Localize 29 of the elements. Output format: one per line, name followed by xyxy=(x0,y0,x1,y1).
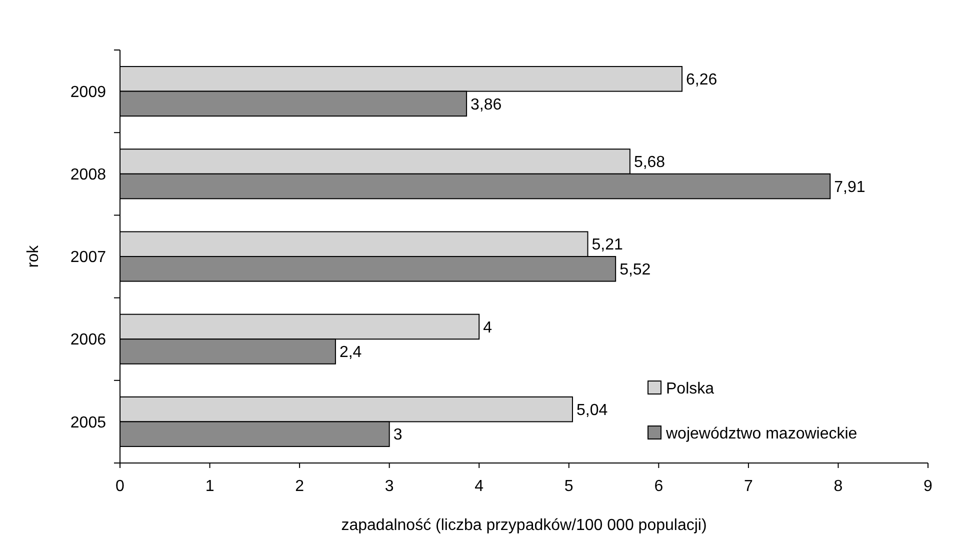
y-axis-title: rok xyxy=(25,244,42,268)
x-tick-label: 5 xyxy=(564,478,574,495)
x-tick-label: 7 xyxy=(744,478,753,495)
data-label: 3 xyxy=(393,426,402,444)
x-tick-label: 2 xyxy=(295,478,304,495)
x-tick-label: 3 xyxy=(384,478,394,495)
data-label: 4 xyxy=(483,319,492,336)
x-tick-label: 6 xyxy=(654,478,664,495)
x-tick-label: 0 xyxy=(116,478,125,495)
legend-label: Polska xyxy=(666,380,714,398)
legend-label: województwo mazowieckie xyxy=(665,426,858,443)
x-tick-label: 9 xyxy=(924,478,933,495)
y-tick-label: 2008 xyxy=(70,166,106,184)
y-tick-label: 2007 xyxy=(70,249,106,266)
data-label: 5,21 xyxy=(592,236,623,254)
data-label: 2,4 xyxy=(339,344,362,362)
data-label: 3,86 xyxy=(470,96,502,114)
y-tick-label: 2005 xyxy=(70,414,106,432)
data-label: 6,26 xyxy=(686,72,718,89)
x-tick-label: 1 xyxy=(205,478,214,495)
data-label: 5,04 xyxy=(576,402,608,419)
x-tick-label: 4 xyxy=(474,478,484,495)
x-tick-label: 8 xyxy=(834,478,843,495)
data-label: 5,68 xyxy=(634,154,666,172)
y-tick-label: 2009 xyxy=(70,84,106,101)
data-label: 5,52 xyxy=(620,261,651,278)
data-label: 7,91 xyxy=(834,178,866,196)
y-tick-label: 2006 xyxy=(70,332,106,349)
x-axis-title: zapadalność (liczba przypadków/100 000 populacji) xyxy=(341,517,707,534)
